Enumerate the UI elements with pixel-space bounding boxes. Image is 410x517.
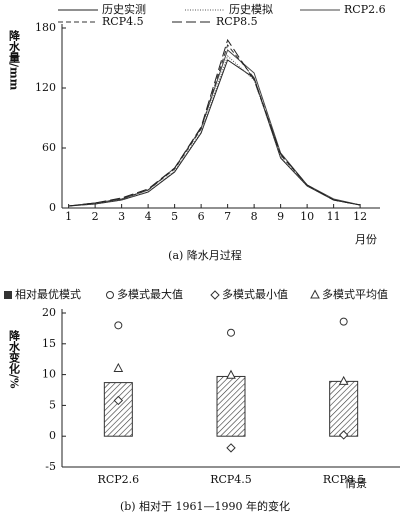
y-tick-label: 5: [49, 398, 56, 411]
x-tick-label: 12: [353, 210, 367, 223]
x-tick-label: RCP8.5: [323, 473, 365, 486]
y-tick-label: 10: [42, 368, 56, 381]
x-tick-label: 2: [92, 210, 99, 223]
y-tick-label: 0: [49, 201, 56, 214]
min-marker: [113, 395, 124, 406]
x-tick-label: 6: [198, 210, 205, 223]
legend-label: 历史实测: [102, 2, 146, 16]
legend-label: 多模式平均值: [322, 287, 388, 301]
y-axis-label: 降水变化/%: [8, 329, 21, 389]
x-tick-label: 8: [251, 210, 258, 223]
legend-swatch: [4, 291, 12, 299]
legend-label: 相对最优模式: [15, 287, 81, 301]
series-line: [68, 38, 361, 207]
x-tick-label: 5: [171, 210, 178, 223]
bar: [216, 375, 246, 437]
legend-label: RCP2.6: [344, 3, 386, 16]
min-marker: [210, 290, 220, 300]
y-tick-label: 180: [35, 21, 56, 34]
series-line: [68, 59, 361, 207]
x-tick-label: 7: [224, 210, 231, 223]
y-tick-label: -5: [45, 460, 56, 473]
bar: [329, 380, 359, 437]
caption: (a) 降水月过程: [168, 248, 242, 262]
min-marker: [338, 430, 349, 440]
bar: [103, 382, 133, 437]
y-tick-label: 0: [49, 429, 56, 442]
x-tick-label: RCP2.6: [98, 473, 140, 486]
legend-label: 多模式最小值: [222, 287, 288, 301]
x-tick-label: RCP4.5: [210, 473, 252, 486]
x-tick-label: 3: [118, 210, 125, 223]
x-tick-label: 1: [65, 210, 72, 223]
x-axis-label: 情景: [345, 477, 367, 490]
x-tick-label: 4: [145, 210, 152, 223]
legend-label: 历史模拟: [229, 2, 273, 16]
max-marker: [339, 317, 348, 326]
y-tick-label: 20: [42, 306, 56, 319]
mean-marker: [113, 362, 124, 372]
series-line: [68, 55, 361, 207]
y-tick-label: 15: [42, 337, 56, 350]
x-tick-label: 11: [327, 210, 341, 223]
x-tick-label: 9: [277, 210, 284, 223]
max-marker: [227, 328, 235, 337]
y-axis-label: 降水量/mm: [8, 29, 21, 91]
legend-label: RCP4.5: [102, 15, 144, 28]
mean-marker: [226, 369, 236, 379]
min-marker: [226, 443, 236, 453]
series-line: [68, 49, 361, 207]
series-line: [68, 43, 361, 207]
y-tick-label: 120: [35, 81, 56, 94]
max-marker: [106, 291, 114, 299]
legend-label: 多模式最大值: [117, 287, 183, 301]
mean-marker: [310, 289, 320, 299]
x-tick-label: 10: [300, 210, 314, 223]
mean-marker: [338, 375, 349, 385]
x-axis-label: 月份: [355, 233, 377, 246]
y-tick-label: 60: [42, 141, 56, 154]
legend-label: RCP8.5: [216, 15, 258, 28]
max-marker: [114, 321, 123, 330]
caption: (b) 相对于 1961—1990 年的变化: [120, 499, 290, 513]
